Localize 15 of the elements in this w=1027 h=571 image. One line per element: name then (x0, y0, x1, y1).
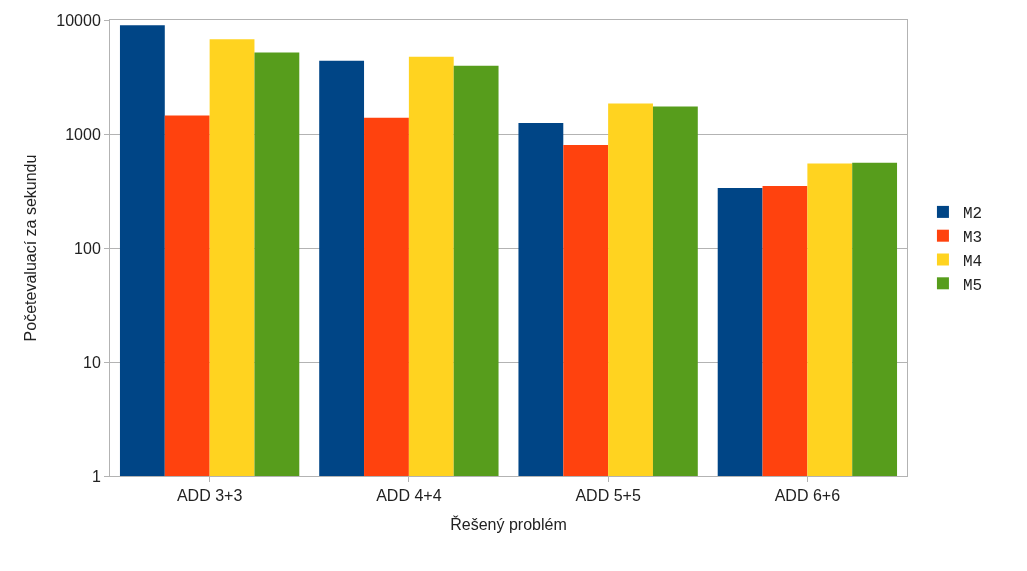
legend-label: M3 (962, 228, 983, 247)
x-tick-label: ADD 4+4 (376, 487, 442, 505)
legend-label: M4 (962, 252, 983, 271)
legend-label: M5 (962, 276, 983, 295)
x-tick-label: ADD 6+6 (774, 487, 841, 505)
x-tick-label: ADD 5+5 (575, 487, 641, 505)
y-tick-label: 10000 (56, 11, 101, 29)
y-tick-label: 1 (91, 467, 101, 485)
y-axis-title: Početevaluací za sekundu (22, 154, 40, 342)
legend-label: M2 (962, 205, 983, 224)
x-tick-label: ADD 3+3 (176, 487, 243, 505)
y-tick-label: 10 (83, 353, 101, 371)
y-tick-label: 100 (74, 239, 101, 257)
y-tick-label: 1000 (65, 125, 101, 143)
x-axis-title: Řešený problém (450, 514, 567, 533)
